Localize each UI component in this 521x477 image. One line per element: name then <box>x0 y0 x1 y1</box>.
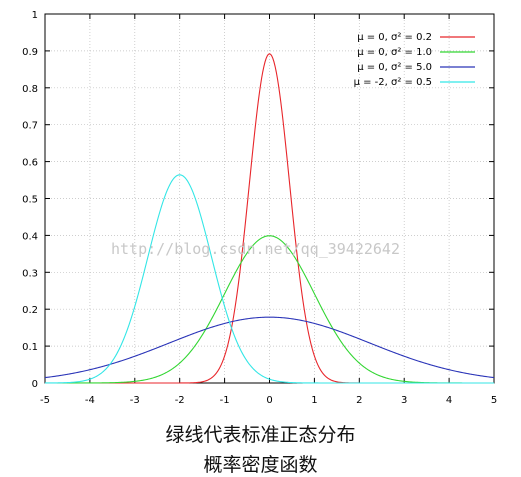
y-tick-label: 0.6 <box>22 158 38 169</box>
y-tick-label: 0.3 <box>22 268 38 279</box>
series-line-4 <box>45 174 494 384</box>
y-tick-label: 0.5 <box>22 195 38 206</box>
legend-label-1: μ = 0, σ² = 0.2 <box>357 32 432 43</box>
series-line-2 <box>45 235 494 384</box>
series-lines <box>44 53 495 384</box>
x-tick-label: 2 <box>356 395 362 406</box>
caption-line-2: 概率密度函数 <box>203 454 318 476</box>
legend: μ = 0, σ² = 0.2 μ = 0, σ² = 1.0 μ = 0, σ² … <box>354 32 475 88</box>
x-tick-label: -2 <box>175 395 185 406</box>
y-tick-label: 0 <box>32 379 38 390</box>
x-tick-label: -5 <box>40 395 50 406</box>
x-tick-label: 3 <box>401 395 407 406</box>
legend-label-2: μ = 0, σ² = 1.0 <box>357 47 432 58</box>
caption-line-1: 绿线代表标准正态分布 <box>165 424 356 446</box>
y-tick-label: 0.7 <box>22 121 38 132</box>
x-tick-label: -4 <box>85 395 95 406</box>
normal-distribution-chart: -5 -4 -3 -2 -1 0 1 2 3 4 5 0 0.1 0.2 0.3 0.4 0.5 0.6 0.7 0.… <box>22 10 497 406</box>
x-tick-label: 1 <box>311 395 317 406</box>
x-tick-label: -1 <box>220 395 230 406</box>
y-tick-label: 1 <box>32 10 38 21</box>
y-tick-label: 0.2 <box>22 305 38 316</box>
series-line-3 <box>44 316 495 379</box>
legend-label-3: μ = 0, σ² = 5.0 <box>357 62 432 73</box>
y-tick-label: 0.1 <box>22 342 38 353</box>
x-tick-label: 4 <box>446 395 452 406</box>
x-tick-label: 5 <box>491 395 497 406</box>
watermark-text: http://blog.csdn.net/qq_39422642 <box>111 240 400 258</box>
x-tick-label: 0 <box>266 395 272 406</box>
legend-label-4: μ = -2, σ² = 0.5 <box>354 77 432 88</box>
y-tick-label: 0.9 <box>22 47 38 58</box>
y-tick-label: 0.4 <box>22 231 38 242</box>
axes: -5 -4 -3 -2 -1 0 1 2 3 4 5 0 0.1 0.2 0.3 0.4 0.5 0.6 0.7 0.… <box>22 10 497 406</box>
y-tick-label: 0.8 <box>22 84 38 95</box>
x-tick-label: -3 <box>130 395 140 406</box>
